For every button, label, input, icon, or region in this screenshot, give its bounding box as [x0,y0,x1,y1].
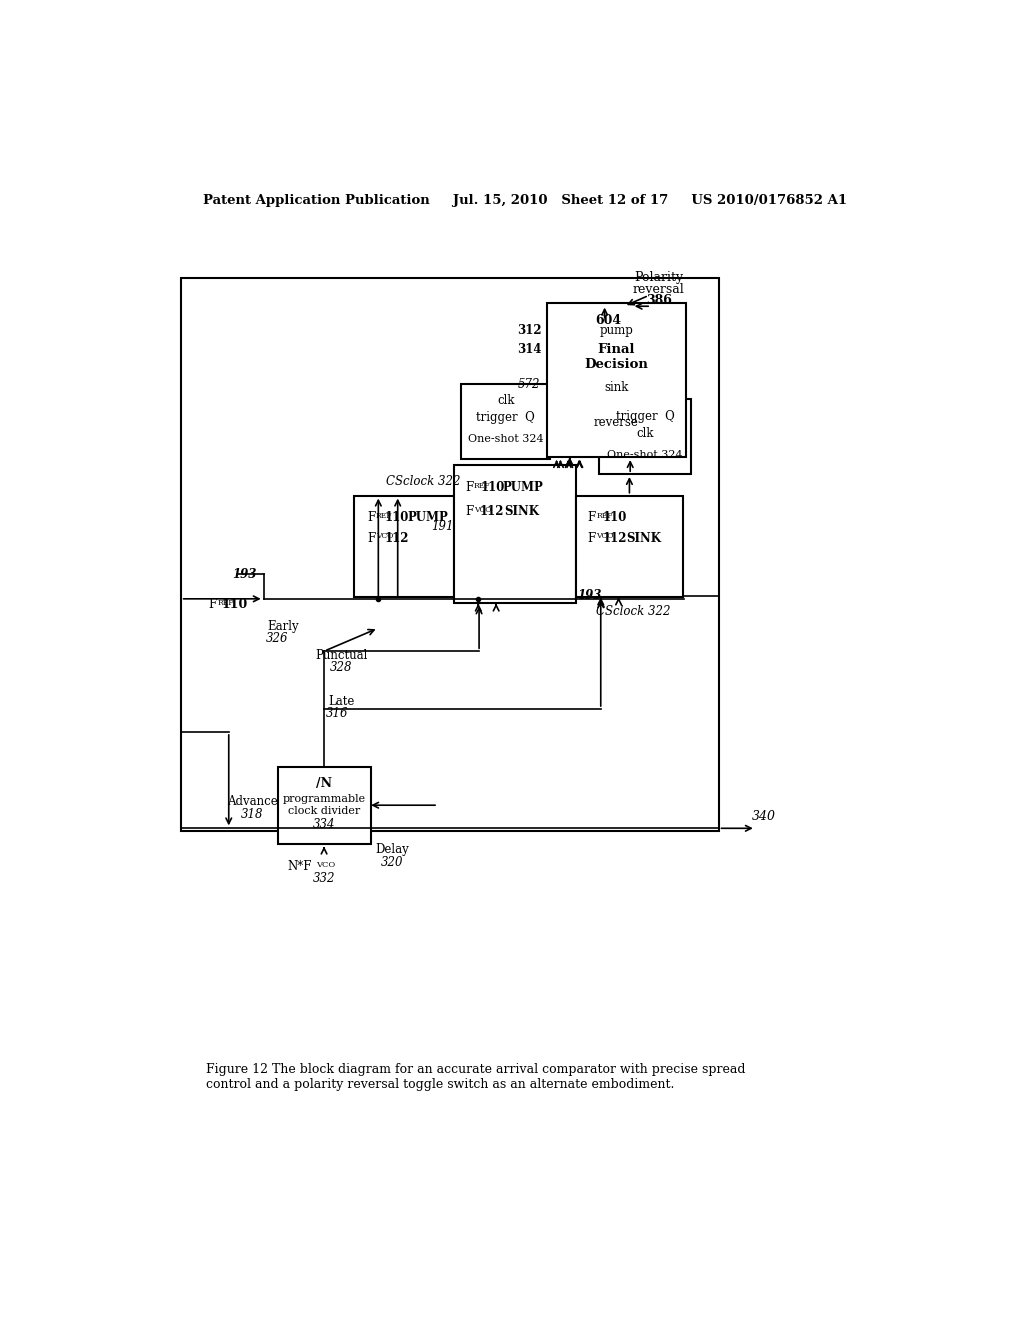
Text: Figure 12 The block diagram for an accurate arrival comparator with precise spre: Figure 12 The block diagram for an accur… [206,1063,745,1092]
Bar [454,465,575,603]
Text: Final: Final [597,343,635,356]
Text: F: F [465,482,473,495]
Text: VCO: VCO [474,506,492,513]
Text: sink: sink [604,381,629,395]
Text: clock divider: clock divider [288,807,360,816]
Bar [461,384,550,459]
Text: N*F: N*F [287,861,311,874]
Bar [575,496,683,598]
Text: VCO: VCO [376,532,393,540]
Text: 110: 110 [385,511,410,524]
Text: CSclock 322: CSclock 322 [386,475,461,488]
Text: 332: 332 [312,871,335,884]
Text: F: F [208,598,217,611]
Text: 193: 193 [577,589,601,602]
Text: 112: 112 [480,504,505,517]
Text: F: F [465,504,473,517]
Text: F: F [588,511,596,524]
Text: reversal: reversal [633,282,685,296]
Text: F: F [588,532,596,545]
Text: 326: 326 [266,632,289,645]
Text: 316: 316 [326,708,348,721]
Text: CSclock 322: CSclock 322 [596,605,671,618]
Text: Patent Application Publication     Jul. 15, 2010   Sheet 12 of 17     US 2010/01: Patent Application Publication Jul. 15, … [203,194,847,207]
Text: 193: 193 [232,568,256,581]
Text: /N: /N [316,777,332,791]
Bar [599,400,690,474]
Text: SINK: SINK [504,504,540,517]
Bar [354,496,454,598]
Text: VCO: VCO [316,861,336,870]
Text: 110: 110 [480,482,505,495]
Text: Punctual: Punctual [315,648,368,661]
Text: 320: 320 [381,855,403,869]
Text: SINK: SINK [627,532,662,545]
Text: 340: 340 [752,810,775,824]
Text: Delay: Delay [376,843,410,857]
Text: 314: 314 [517,343,542,356]
Text: PUMP: PUMP [408,511,449,524]
Text: programmable: programmable [283,795,366,804]
Text: REF: REF [474,482,490,491]
Text: REF: REF [217,599,233,607]
Text: Early: Early [267,620,299,634]
Text: VCO: VCO [596,532,613,540]
Text: clk: clk [497,395,515,408]
Text: F: F [368,511,376,524]
Text: 604: 604 [595,314,622,326]
Text: REF: REF [596,512,612,520]
Text: 334: 334 [312,818,335,832]
Bar [547,304,686,457]
Text: 312: 312 [517,323,542,337]
Text: reverse: reverse [594,416,639,429]
Text: trigger  Q: trigger Q [615,409,674,422]
Text: 386: 386 [646,294,672,308]
Text: F: F [368,532,376,545]
Text: 328: 328 [330,661,352,675]
Text: One-shot 324: One-shot 324 [607,450,683,459]
Text: 191: 191 [431,520,454,533]
Text: Late: Late [328,694,354,708]
Text: trigger  Q: trigger Q [476,412,536,425]
Text: 110: 110 [602,511,627,524]
Text: 572: 572 [518,378,541,391]
Text: 112: 112 [602,532,627,545]
Text: PUMP: PUMP [503,482,544,495]
Text: pump: pump [599,323,633,337]
Bar [278,767,371,843]
Text: One-shot 324: One-shot 324 [468,434,544,445]
Text: Decision: Decision [585,358,648,371]
Bar [180,277,719,830]
Text: Polarity: Polarity [634,271,683,284]
Text: 112: 112 [385,532,410,545]
Text: Advance: Advance [226,795,278,808]
Text: 318: 318 [241,808,263,821]
Text: 110: 110 [222,598,248,611]
Text: REF: REF [376,512,392,520]
Text: clk: clk [636,426,653,440]
